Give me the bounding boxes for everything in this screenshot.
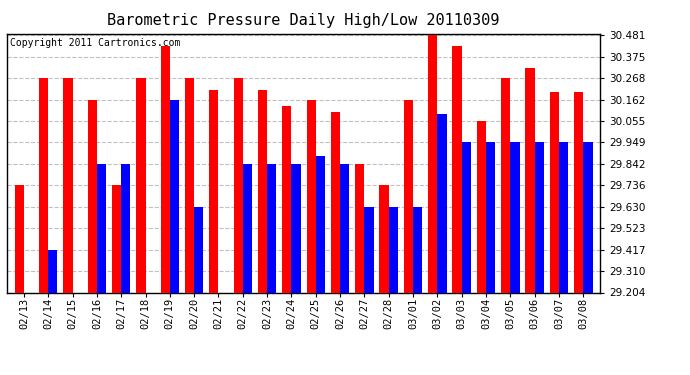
Bar <box>380 185 388 292</box>
Bar <box>306 100 316 292</box>
Bar <box>209 90 219 292</box>
Bar <box>97 164 106 292</box>
Bar <box>137 78 146 292</box>
Bar <box>574 92 583 292</box>
Bar <box>185 78 194 292</box>
Bar <box>194 207 204 292</box>
Bar <box>535 142 544 292</box>
Text: Copyright 2011 Cartronics.com: Copyright 2011 Cartronics.com <box>10 38 180 48</box>
Bar <box>282 106 291 292</box>
Bar <box>559 142 568 292</box>
Bar <box>486 142 495 292</box>
Bar <box>331 112 340 292</box>
Bar <box>170 100 179 292</box>
Bar <box>243 164 252 292</box>
Bar <box>428 35 437 292</box>
Bar <box>511 142 520 292</box>
Bar <box>437 114 446 292</box>
Bar <box>267 164 277 292</box>
Bar <box>233 78 243 292</box>
Bar <box>583 142 593 292</box>
Bar <box>501 78 511 292</box>
Bar <box>316 156 325 292</box>
Bar <box>477 121 486 292</box>
Bar <box>525 68 535 292</box>
Bar <box>453 46 462 292</box>
Bar <box>161 46 170 292</box>
Text: Barometric Pressure Daily High/Low 20110309: Barometric Pressure Daily High/Low 20110… <box>108 13 500 28</box>
Bar <box>413 207 422 292</box>
Bar <box>121 164 130 292</box>
Bar <box>112 185 121 292</box>
Bar <box>550 92 559 292</box>
Bar <box>63 78 72 292</box>
Bar <box>14 185 24 292</box>
Bar <box>39 78 48 292</box>
Bar <box>404 100 413 292</box>
Bar <box>48 250 57 292</box>
Bar <box>355 164 364 292</box>
Bar <box>291 164 301 292</box>
Bar <box>364 207 374 292</box>
Bar <box>388 207 398 292</box>
Bar <box>340 164 349 292</box>
Bar <box>462 142 471 292</box>
Bar <box>88 100 97 292</box>
Bar <box>258 90 267 292</box>
